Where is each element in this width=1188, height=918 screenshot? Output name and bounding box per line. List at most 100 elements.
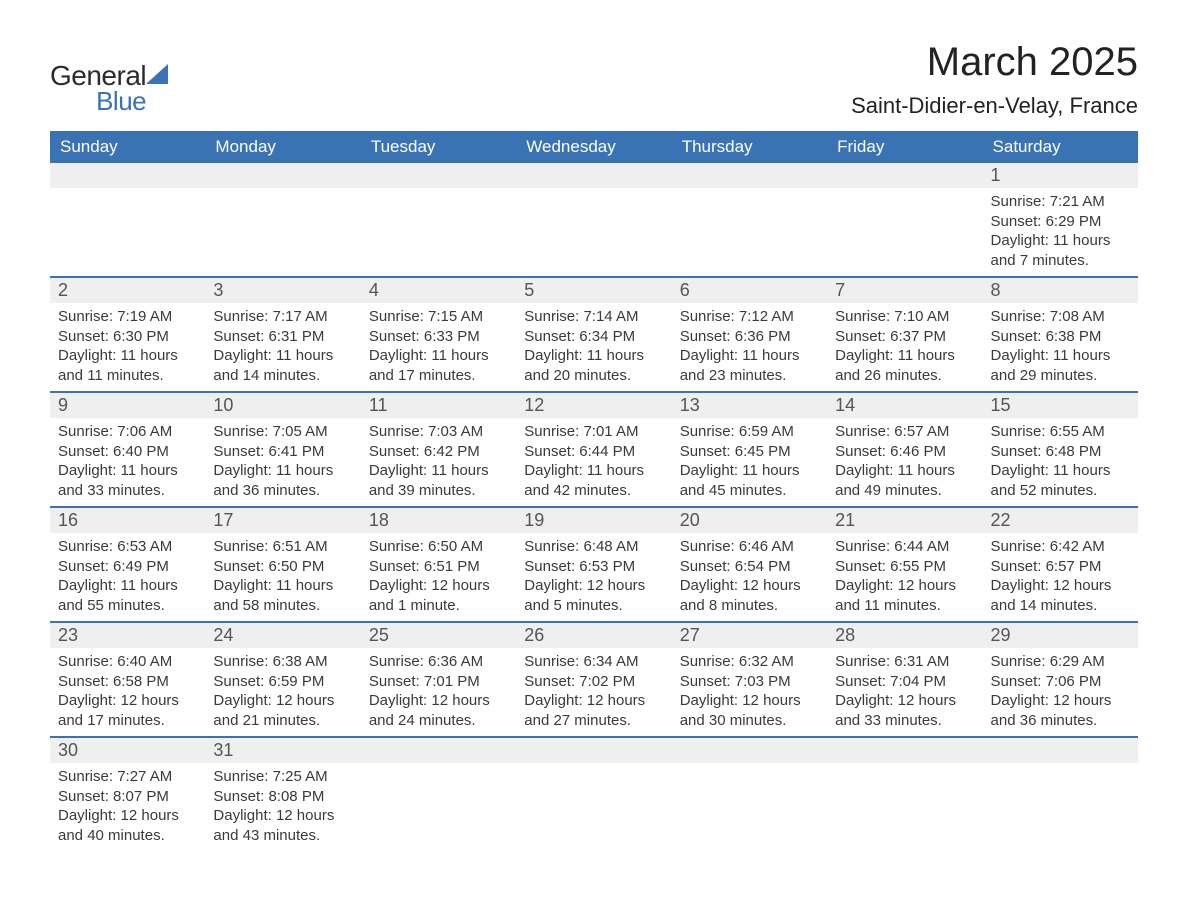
day-number-cell xyxy=(361,163,516,188)
sunset-line: Sunset: 6:59 PM xyxy=(213,672,352,692)
day-details-cell xyxy=(672,763,827,851)
sunset-line: Sunset: 7:03 PM xyxy=(680,672,819,692)
sunset-line: Sunset: 7:01 PM xyxy=(369,672,508,692)
sunrise-line: Sunrise: 7:17 AM xyxy=(213,307,352,327)
day-details-cell: Sunrise: 7:19 AMSunset: 6:30 PMDaylight:… xyxy=(50,303,205,392)
sunset-line: Sunset: 6:36 PM xyxy=(680,327,819,347)
sunset-line: Sunset: 6:44 PM xyxy=(524,442,663,462)
sunset-line: Sunset: 6:50 PM xyxy=(213,557,352,577)
sunrise-line: Sunrise: 7:12 AM xyxy=(680,307,819,327)
day-details-cell: Sunrise: 7:10 AMSunset: 6:37 PMDaylight:… xyxy=(827,303,982,392)
daylight-line: Daylight: 12 hours and 14 minutes. xyxy=(991,576,1130,615)
day-details-cell: Sunrise: 6:55 AMSunset: 6:48 PMDaylight:… xyxy=(983,418,1138,507)
day-number-cell: 17 xyxy=(205,507,360,533)
day-number-cell: 7 xyxy=(827,277,982,303)
calendar-table: Sunday Monday Tuesday Wednesday Thursday… xyxy=(50,131,1138,851)
day-details-cell xyxy=(827,763,982,851)
brand-logo: General Blue xyxy=(50,60,168,117)
sunset-line: Sunset: 6:38 PM xyxy=(991,327,1130,347)
day-number-cell: 21 xyxy=(827,507,982,533)
day-number-cell: 4 xyxy=(361,277,516,303)
day-details-cell: Sunrise: 7:03 AMSunset: 6:42 PMDaylight:… xyxy=(361,418,516,507)
day-number-cell: 23 xyxy=(50,622,205,648)
daylight-line: Daylight: 11 hours and 7 minutes. xyxy=(991,231,1130,270)
day-number-row: 23242526272829 xyxy=(50,622,1138,648)
daylight-line: Daylight: 12 hours and 33 minutes. xyxy=(835,691,974,730)
day-number-cell xyxy=(516,163,671,188)
sunrise-line: Sunrise: 6:31 AM xyxy=(835,652,974,672)
sunset-line: Sunset: 6:54 PM xyxy=(680,557,819,577)
day-details-cell xyxy=(361,763,516,851)
day-details-cell: Sunrise: 7:01 AMSunset: 6:44 PMDaylight:… xyxy=(516,418,671,507)
sunset-line: Sunset: 6:46 PM xyxy=(835,442,974,462)
daylight-line: Daylight: 12 hours and 17 minutes. xyxy=(58,691,197,730)
sunset-line: Sunset: 8:08 PM xyxy=(213,787,352,807)
day-details-cell: Sunrise: 7:05 AMSunset: 6:41 PMDaylight:… xyxy=(205,418,360,507)
sunset-line: Sunset: 6:51 PM xyxy=(369,557,508,577)
day-details-cell: Sunrise: 6:46 AMSunset: 6:54 PMDaylight:… xyxy=(672,533,827,622)
day-number-cell: 15 xyxy=(983,392,1138,418)
day-details-cell: Sunrise: 6:29 AMSunset: 7:06 PMDaylight:… xyxy=(983,648,1138,737)
day-number-cell: 1 xyxy=(983,163,1138,188)
weekday-header: Sunday xyxy=(50,131,205,163)
weekday-header: Thursday xyxy=(672,131,827,163)
day-details-cell: Sunrise: 6:44 AMSunset: 6:55 PMDaylight:… xyxy=(827,533,982,622)
day-number-cell xyxy=(50,163,205,188)
sunset-line: Sunset: 6:45 PM xyxy=(680,442,819,462)
day-details-cell xyxy=(516,763,671,851)
sunrise-line: Sunrise: 6:55 AM xyxy=(991,422,1130,442)
sunrise-line: Sunrise: 6:44 AM xyxy=(835,537,974,557)
day-number-cell: 25 xyxy=(361,622,516,648)
day-details-cell xyxy=(983,763,1138,851)
daylight-line: Daylight: 11 hours and 26 minutes. xyxy=(835,346,974,385)
day-number-cell: 12 xyxy=(516,392,671,418)
sunrise-line: Sunrise: 6:53 AM xyxy=(58,537,197,557)
day-number-cell: 13 xyxy=(672,392,827,418)
day-details-cell: Sunrise: 6:42 AMSunset: 6:57 PMDaylight:… xyxy=(983,533,1138,622)
day-details-cell xyxy=(50,188,205,277)
daylight-line: Daylight: 11 hours and 55 minutes. xyxy=(58,576,197,615)
sunrise-line: Sunrise: 7:01 AM xyxy=(524,422,663,442)
weekday-header: Monday xyxy=(205,131,360,163)
sunset-line: Sunset: 7:04 PM xyxy=(835,672,974,692)
sunrise-line: Sunrise: 6:29 AM xyxy=(991,652,1130,672)
day-number-cell: 14 xyxy=(827,392,982,418)
daylight-line: Daylight: 12 hours and 21 minutes. xyxy=(213,691,352,730)
day-details-cell: Sunrise: 7:27 AMSunset: 8:07 PMDaylight:… xyxy=(50,763,205,851)
day-details-cell: Sunrise: 6:38 AMSunset: 6:59 PMDaylight:… xyxy=(205,648,360,737)
sunset-line: Sunset: 7:02 PM xyxy=(524,672,663,692)
daylight-line: Daylight: 12 hours and 27 minutes. xyxy=(524,691,663,730)
daylight-line: Daylight: 11 hours and 39 minutes. xyxy=(369,461,508,500)
sunset-line: Sunset: 6:34 PM xyxy=(524,327,663,347)
daylight-line: Daylight: 12 hours and 5 minutes. xyxy=(524,576,663,615)
sunrise-line: Sunrise: 7:14 AM xyxy=(524,307,663,327)
daylight-line: Daylight: 12 hours and 8 minutes. xyxy=(680,576,819,615)
day-details-row: Sunrise: 6:53 AMSunset: 6:49 PMDaylight:… xyxy=(50,533,1138,622)
day-details-cell: Sunrise: 6:50 AMSunset: 6:51 PMDaylight:… xyxy=(361,533,516,622)
day-number-cell xyxy=(983,737,1138,763)
daylight-line: Daylight: 11 hours and 36 minutes. xyxy=(213,461,352,500)
day-number-cell: 2 xyxy=(50,277,205,303)
daylight-line: Daylight: 11 hours and 33 minutes. xyxy=(58,461,197,500)
sunset-line: Sunset: 6:33 PM xyxy=(369,327,508,347)
daylight-line: Daylight: 12 hours and 40 minutes. xyxy=(58,806,197,845)
day-details-cell: Sunrise: 6:40 AMSunset: 6:58 PMDaylight:… xyxy=(50,648,205,737)
day-number-cell: 29 xyxy=(983,622,1138,648)
daylight-line: Daylight: 12 hours and 43 minutes. xyxy=(213,806,352,845)
day-number-cell: 9 xyxy=(50,392,205,418)
daylight-line: Daylight: 11 hours and 58 minutes. xyxy=(213,576,352,615)
day-number-cell: 10 xyxy=(205,392,360,418)
sunrise-line: Sunrise: 7:08 AM xyxy=(991,307,1130,327)
sunset-line: Sunset: 6:31 PM xyxy=(213,327,352,347)
day-details-cell: Sunrise: 6:59 AMSunset: 6:45 PMDaylight:… xyxy=(672,418,827,507)
day-details-cell xyxy=(361,188,516,277)
sunset-line: Sunset: 6:53 PM xyxy=(524,557,663,577)
day-details-cell xyxy=(827,188,982,277)
weekday-header-row: Sunday Monday Tuesday Wednesday Thursday… xyxy=(50,131,1138,163)
day-number-cell: 5 xyxy=(516,277,671,303)
sunset-line: Sunset: 6:30 PM xyxy=(58,327,197,347)
day-details-cell: Sunrise: 6:31 AMSunset: 7:04 PMDaylight:… xyxy=(827,648,982,737)
page-header: General Blue March 2025 Saint-Didier-en-… xyxy=(50,40,1138,119)
day-details-cell: Sunrise: 7:12 AMSunset: 6:36 PMDaylight:… xyxy=(672,303,827,392)
day-number-cell: 30 xyxy=(50,737,205,763)
